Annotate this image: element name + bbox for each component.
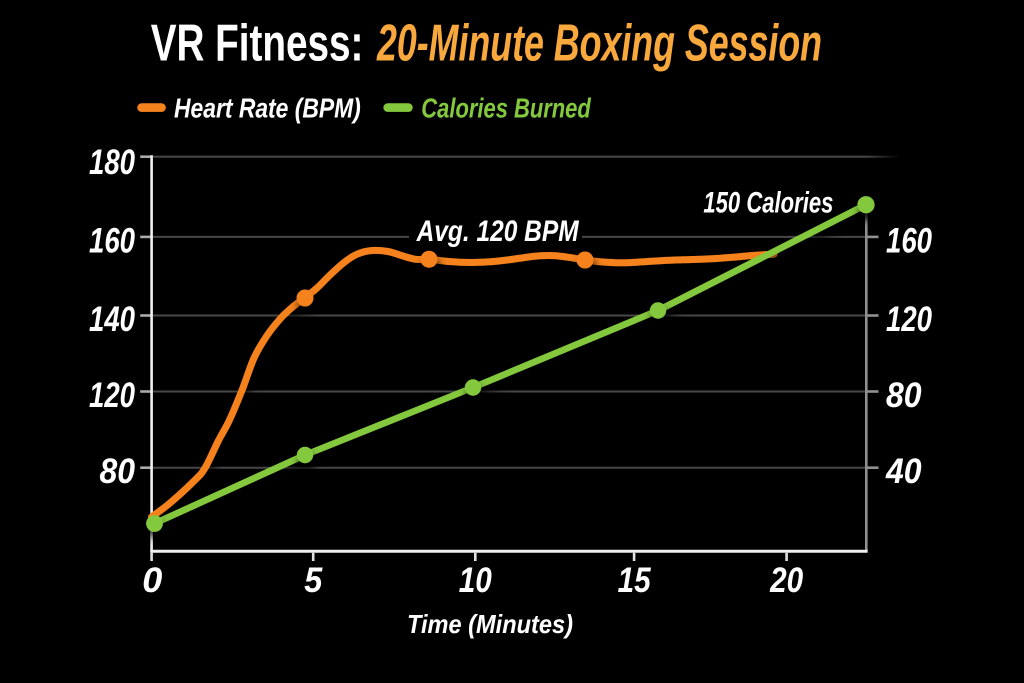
- svg-text:160: 160: [886, 221, 932, 260]
- svg-text:120: 120: [89, 376, 135, 415]
- svg-text:Heart Rate (BPM): Heart Rate (BPM): [174, 92, 361, 123]
- svg-text:180: 180: [89, 143, 135, 182]
- svg-text:Avg. 120 BPM: Avg. 120 BPM: [416, 215, 579, 248]
- svg-text:150 Calories: 150 Calories: [703, 187, 833, 220]
- svg-text:80: 80: [100, 452, 136, 491]
- svg-text:20-Minute Boxing Session: 20-Minute Boxing Session: [376, 14, 822, 72]
- svg-text:160: 160: [89, 221, 135, 260]
- svg-text:20: 20: [769, 561, 803, 600]
- svg-text:5: 5: [304, 561, 322, 600]
- svg-text:10: 10: [459, 561, 492, 600]
- svg-text:140: 140: [89, 300, 135, 339]
- svg-text:VR Fitness:: VR Fitness:: [151, 14, 364, 72]
- svg-text:Time (Minutes): Time (Minutes): [407, 611, 573, 639]
- svg-text:120: 120: [886, 300, 932, 339]
- svg-text:0: 0: [142, 561, 163, 600]
- svg-text:80: 80: [886, 376, 922, 415]
- svg-text:Calories Burned: Calories Burned: [421, 92, 591, 123]
- svg-text:40: 40: [885, 452, 922, 491]
- svg-text:15: 15: [618, 561, 651, 600]
